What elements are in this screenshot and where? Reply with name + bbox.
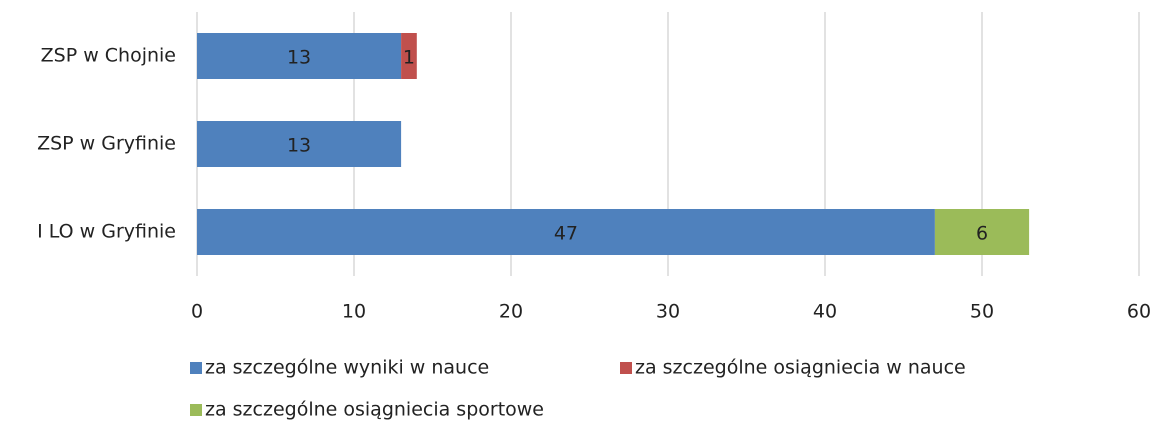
data-label: 6 bbox=[976, 223, 988, 245]
bar-segment bbox=[197, 121, 402, 167]
data-label: 1 bbox=[403, 47, 415, 69]
y-tick-label: ZSP w Gryfinie bbox=[37, 133, 176, 155]
x-tick-label: 50 bbox=[970, 301, 994, 323]
legend-swatch bbox=[190, 404, 202, 416]
legend-label: za szczególne wyniki w nauce bbox=[205, 357, 489, 379]
x-tick-label: 10 bbox=[342, 301, 366, 323]
bar-segment bbox=[197, 33, 402, 79]
bar-segment bbox=[401, 33, 417, 79]
x-tick-label: 40 bbox=[813, 301, 837, 323]
legend-swatch bbox=[190, 362, 202, 374]
data-label: 47 bbox=[554, 223, 578, 245]
bar-segment bbox=[197, 209, 935, 255]
legend-label: za szczególne osiągniecia sportowe bbox=[205, 399, 544, 421]
bar-segment bbox=[934, 209, 1030, 255]
y-tick-label: ZSP w Chojnie bbox=[41, 45, 176, 67]
legend-swatch bbox=[620, 362, 632, 374]
x-tick-label: 60 bbox=[1127, 301, 1151, 323]
data-label: 13 bbox=[287, 135, 311, 157]
x-tick-label: 0 bbox=[191, 301, 203, 323]
legend-label: za szczególne osiągniecia w nauce bbox=[635, 357, 966, 379]
x-tick-label: 20 bbox=[499, 301, 523, 323]
data-label: 13 bbox=[287, 47, 311, 69]
x-tick-label: 30 bbox=[656, 301, 680, 323]
y-tick-label: I LO w Gryfinie bbox=[37, 221, 176, 243]
